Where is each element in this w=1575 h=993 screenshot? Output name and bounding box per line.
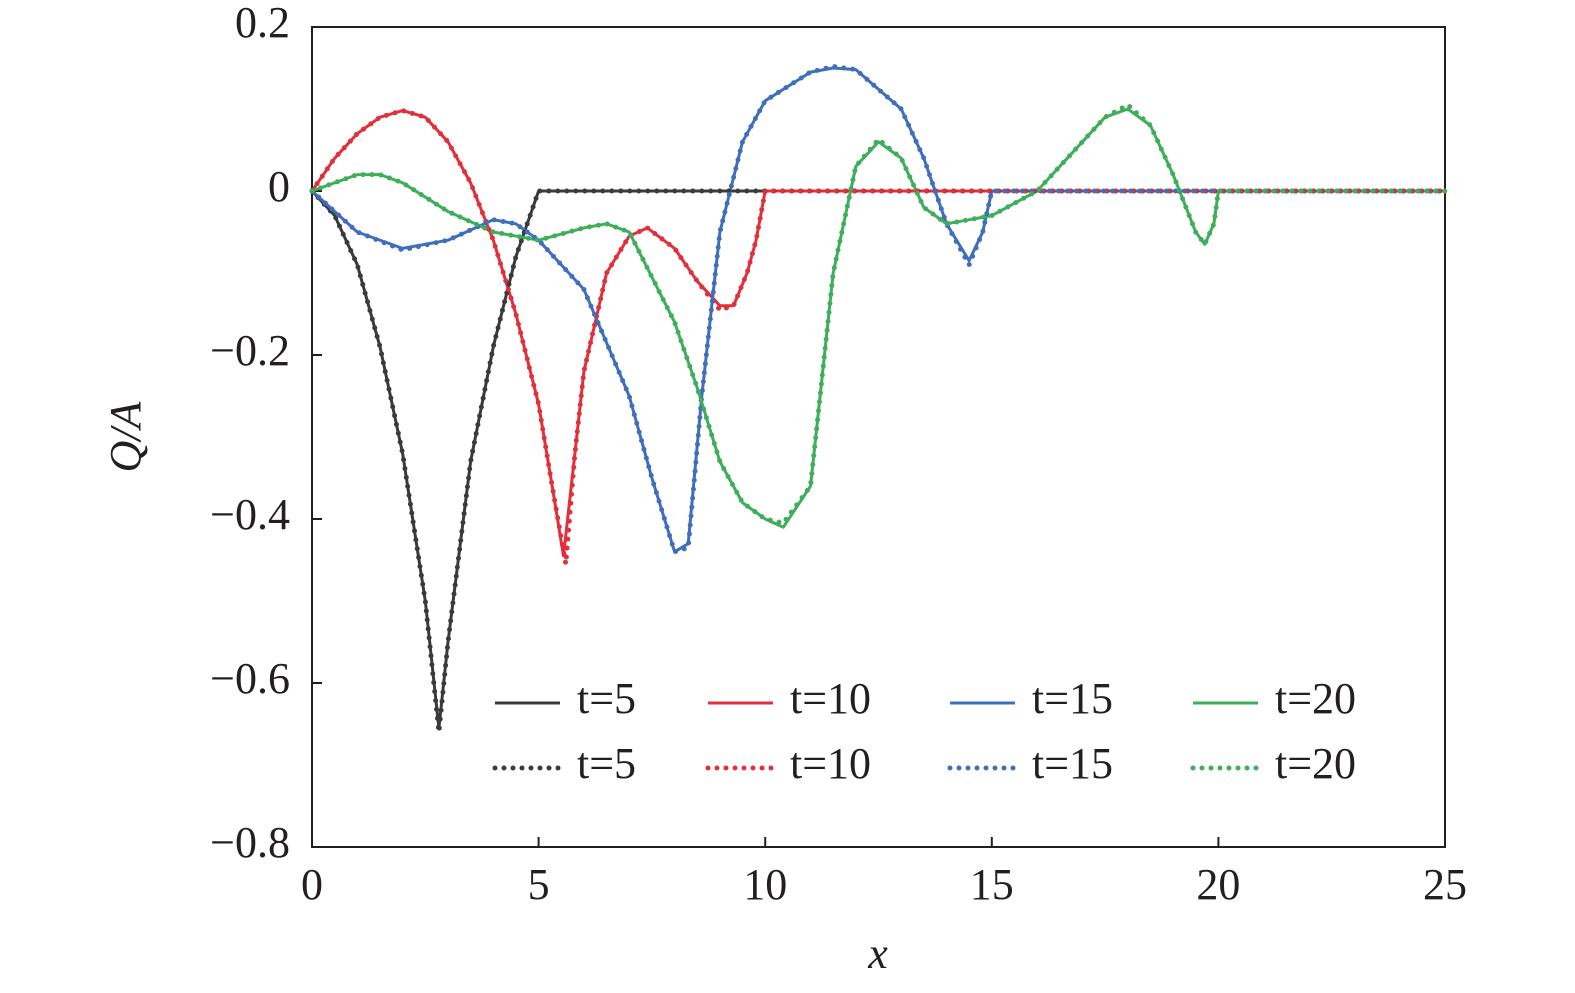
legend-label: t=20 [1275,674,1356,723]
legend-label: t=5 [577,739,636,788]
y-tick-label: −0.2 [210,326,290,375]
legend-label: t=15 [1032,739,1113,788]
series-line [309,63,1448,555]
x-tick-label: 25 [1423,860,1467,909]
y-tick-label: −0.8 [210,818,290,867]
legend-label: t=15 [1032,674,1113,723]
x-axis-label: x [867,929,888,978]
series-line [310,66,1445,554]
x-tick-label: 20 [1196,860,1240,909]
x-tick-label: 10 [743,860,787,909]
series-line [310,109,1445,558]
series-line [309,102,1448,526]
legend-label: t=5 [577,674,636,723]
legend-label: t=10 [790,674,871,723]
legend-label: t=10 [790,739,871,788]
x-tick-label: 15 [970,860,1014,909]
y-axis-label: Q/A [101,400,150,472]
y-tick-label: 0.2 [235,0,290,47]
y-tick-label: −0.4 [210,490,290,539]
series-line [310,189,1445,730]
x-tick-label: 0 [301,860,323,909]
x-tick-label: 5 [528,860,550,909]
plot-frame [311,26,1446,848]
series-line [309,108,1448,567]
legend-label: t=20 [1275,739,1356,788]
y-tick-label: −0.6 [210,654,290,703]
y-tick-label: 0 [268,162,290,211]
series-line [309,188,1448,735]
series-line [311,107,1445,529]
